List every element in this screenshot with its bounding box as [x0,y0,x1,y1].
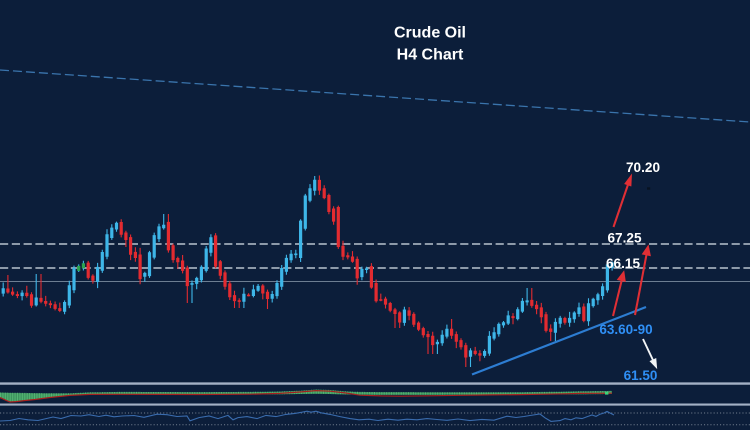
svg-text:63.60-90: 63.60-90 [599,322,652,337]
svg-text:Crude Oil: Crude Oil [394,25,466,42]
svg-text:61.50: 61.50 [624,368,658,383]
svg-text:66.15: 66.15 [606,256,640,271]
svg-text:H4 Chart: H4 Chart [397,47,464,64]
svg-text:67.25: 67.25 [607,231,641,246]
svg-text:70.20: 70.20 [626,160,660,175]
